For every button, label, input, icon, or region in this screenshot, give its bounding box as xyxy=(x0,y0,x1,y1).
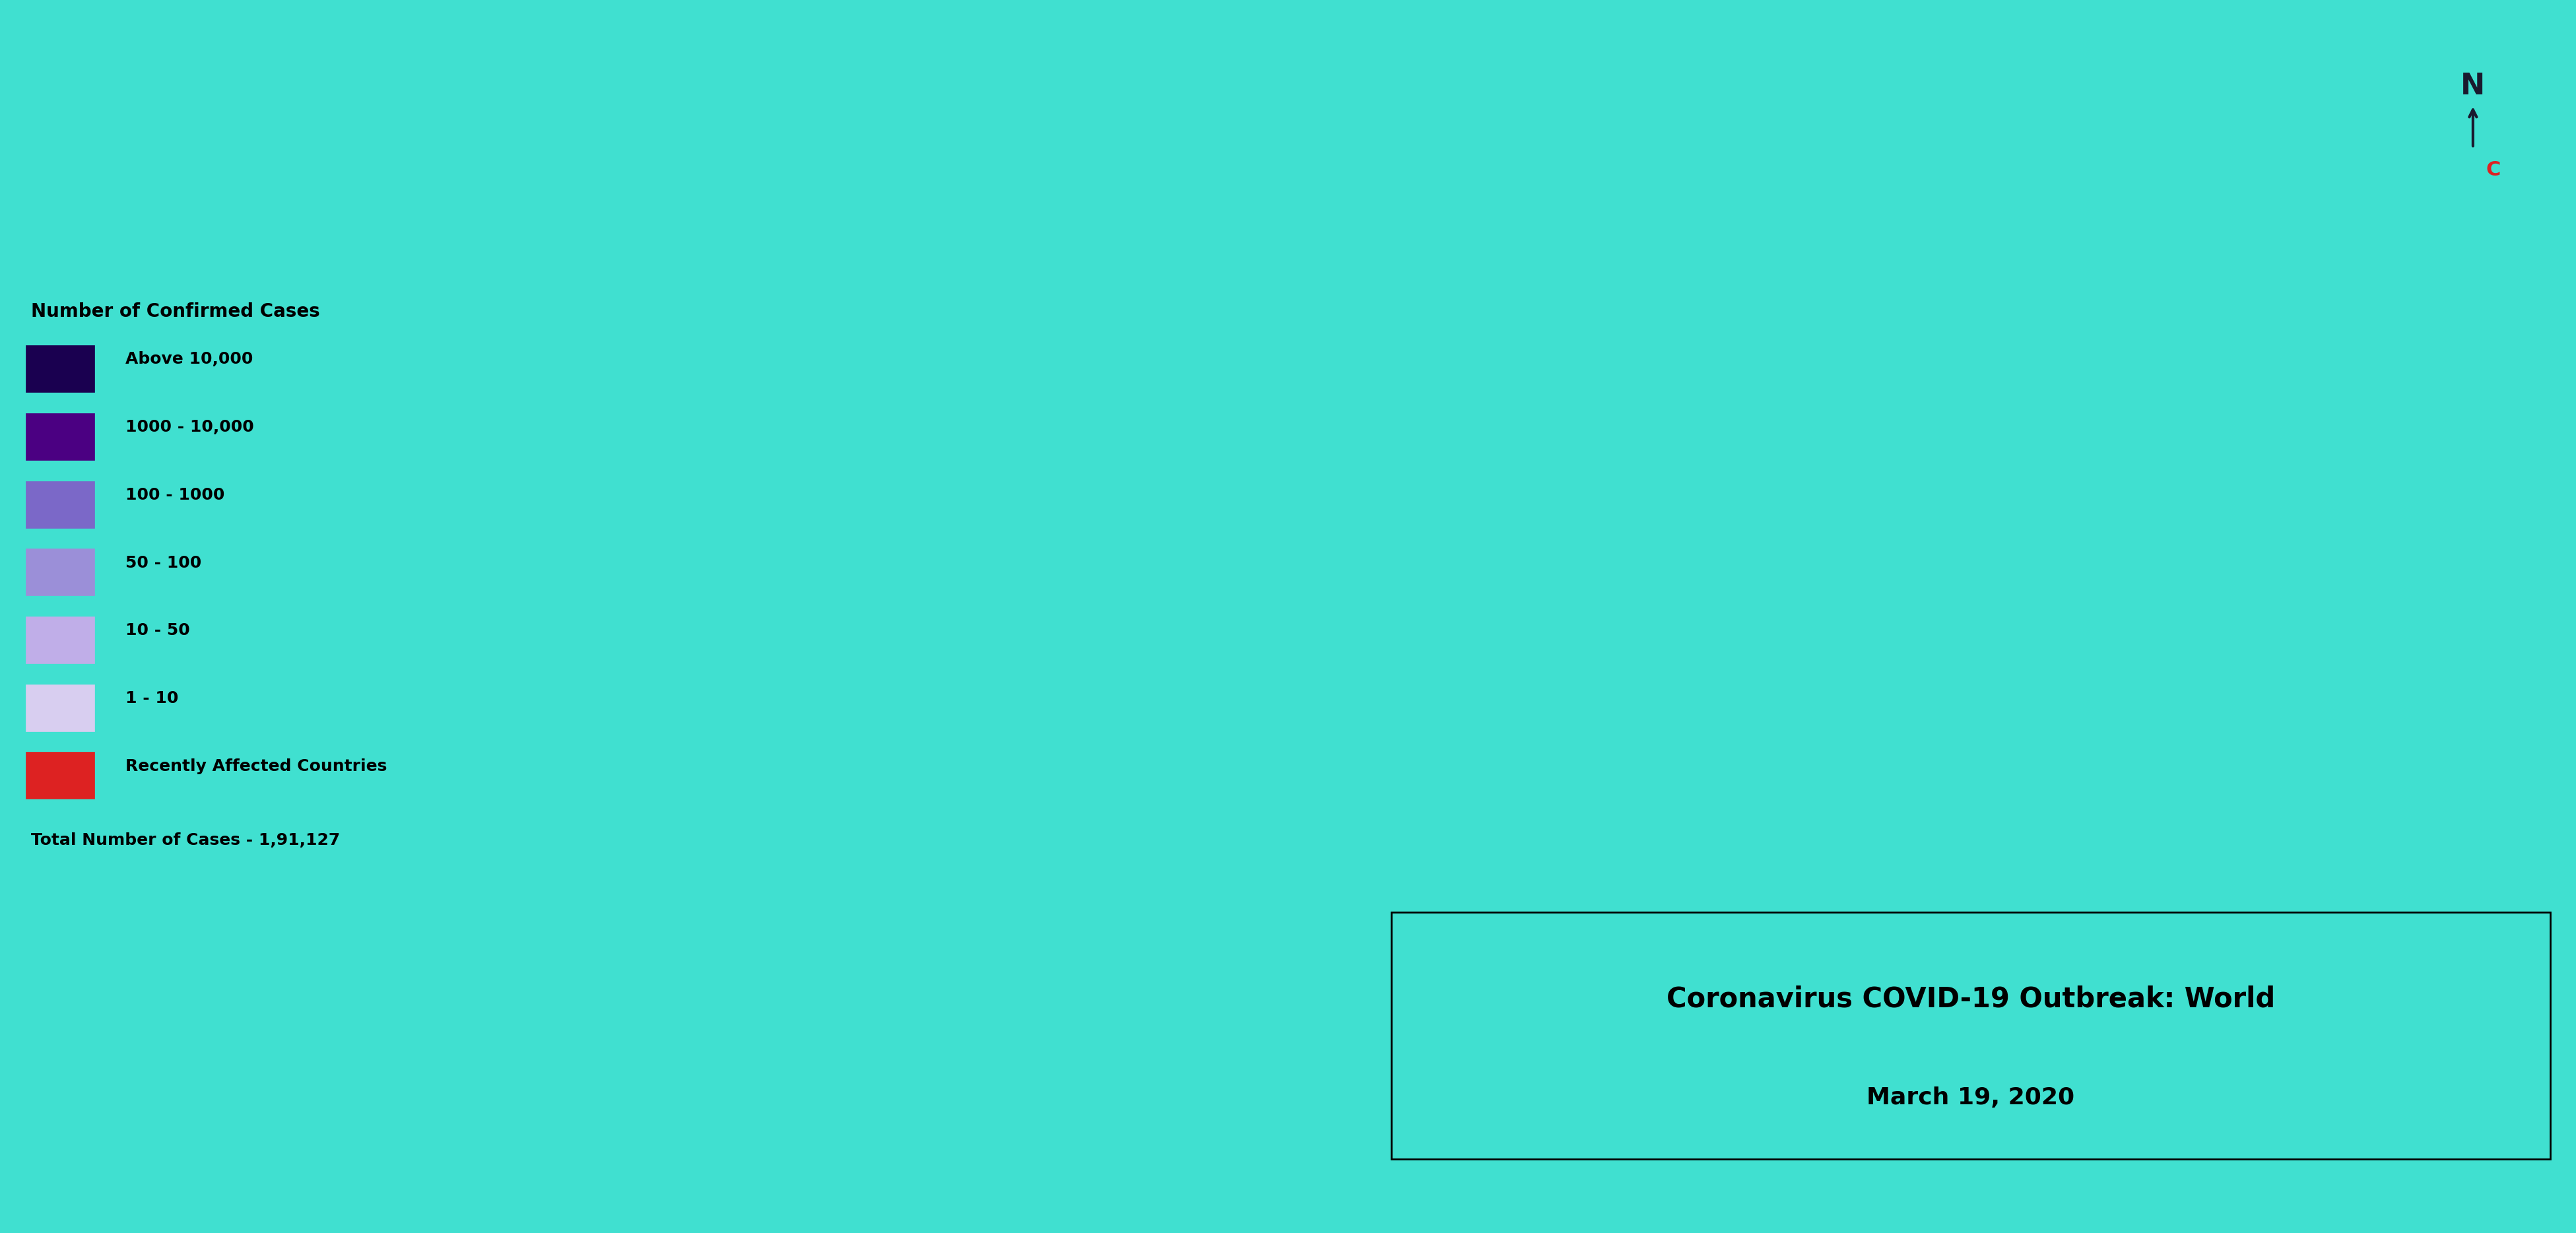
FancyBboxPatch shape xyxy=(26,413,95,460)
Text: Above 10,000: Above 10,000 xyxy=(126,351,252,367)
FancyBboxPatch shape xyxy=(26,481,95,528)
Text: 10 - 50: 10 - 50 xyxy=(126,623,191,639)
Text: 50 - 100: 50 - 100 xyxy=(126,555,201,571)
FancyBboxPatch shape xyxy=(26,684,95,731)
Text: N: N xyxy=(2460,72,2486,100)
FancyBboxPatch shape xyxy=(26,549,95,596)
Text: Total Number of Cases - 1,91,127: Total Number of Cases - 1,91,127 xyxy=(31,832,340,848)
FancyBboxPatch shape xyxy=(1391,912,2550,1159)
Text: 1 - 10: 1 - 10 xyxy=(126,690,178,707)
FancyBboxPatch shape xyxy=(26,752,95,799)
Text: March 19, 2020: March 19, 2020 xyxy=(1868,1086,2074,1108)
Text: 1000 - 10,000: 1000 - 10,000 xyxy=(126,419,252,435)
FancyBboxPatch shape xyxy=(26,616,95,663)
Text: Number of Confirmed Cases: Number of Confirmed Cases xyxy=(31,302,319,321)
Text: C: C xyxy=(2486,160,2501,180)
Text: Coronavirus COVID-19 Outbreak: World: Coronavirus COVID-19 Outbreak: World xyxy=(1667,985,2275,1012)
Text: Recently Affected Countries: Recently Affected Countries xyxy=(126,758,386,774)
FancyBboxPatch shape xyxy=(26,345,95,392)
Text: 100 - 1000: 100 - 1000 xyxy=(126,487,224,503)
